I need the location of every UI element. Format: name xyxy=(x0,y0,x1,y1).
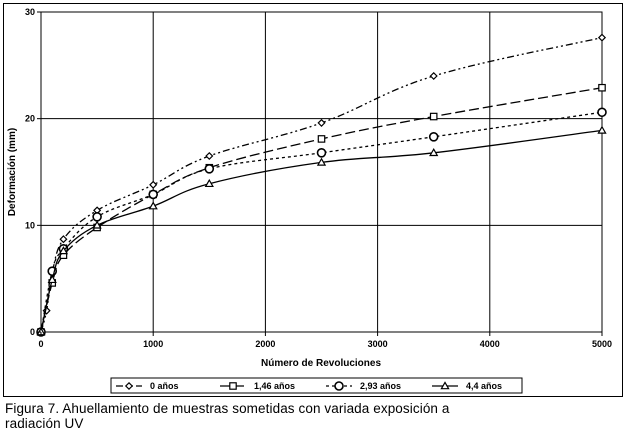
data-point-circle xyxy=(148,189,158,200)
data-point-square xyxy=(598,83,606,92)
data-point-circle xyxy=(92,212,102,222)
figure-frame: 0 1000 2000 3000 4000 5000 0 10 20 30 Número de R… xyxy=(3,3,623,397)
data-point-diamond xyxy=(205,151,214,161)
legend: 0 años 1,46 años 2,93 años 4,4 años xyxy=(110,377,523,394)
x-tick-label: 1000 xyxy=(143,339,163,349)
caption-line-1: Figura 7. Ahuellamiento de muestras some… xyxy=(5,401,450,416)
data-point-diamond xyxy=(429,71,438,81)
x-axis-label: Número de Revoluciones xyxy=(261,358,381,369)
legend-label: 4,4 años xyxy=(466,381,502,391)
data-point-triangle xyxy=(204,178,214,188)
legend-entry: 4,4 años xyxy=(432,381,502,391)
data-point-diamond xyxy=(149,180,158,189)
legend-entry: 1,46 años xyxy=(220,381,295,391)
x-tick-label: 0 xyxy=(38,339,43,349)
tick-labels: 0 1000 2000 3000 4000 5000 0 10 20 30 xyxy=(25,7,612,349)
data-point-square xyxy=(429,112,438,121)
y-axis-label: Deformación (mm) xyxy=(7,128,18,216)
legend-label: 2,93 años xyxy=(360,381,401,391)
data-point-triangle xyxy=(316,157,327,166)
x-tick-label: 2000 xyxy=(255,339,275,349)
series-line xyxy=(40,111,603,333)
legend-box xyxy=(110,377,523,394)
y-tick-label: 20 xyxy=(25,114,35,124)
legend-marker-diamond xyxy=(124,381,134,391)
y-tick-label: 0 xyxy=(30,327,35,337)
plot-area xyxy=(40,11,603,333)
legend-entry: 0 años xyxy=(116,381,179,391)
legend-entry: 2,93 años xyxy=(326,381,401,391)
data-point-triangle xyxy=(597,125,607,134)
legend-marker-square xyxy=(229,382,237,390)
series-triangle xyxy=(36,125,607,336)
y-tick-label: 10 xyxy=(25,220,35,230)
x-tick-label: 4000 xyxy=(480,339,500,349)
data-point-circle xyxy=(597,107,607,118)
caption-line-2: radiación UV xyxy=(5,416,84,431)
data-point-triangle xyxy=(58,246,69,255)
legend-marker-circle xyxy=(334,381,344,391)
x-tick-label: 5000 xyxy=(592,339,612,349)
grid-lines xyxy=(41,12,602,332)
data-point-triangle xyxy=(92,220,102,229)
legend-label: 0 años xyxy=(150,381,179,391)
data-point-diamond xyxy=(597,33,607,42)
legend-marker-triangle xyxy=(440,381,450,390)
data-point-diamond xyxy=(317,118,326,127)
legend-label: 1,46 años xyxy=(254,381,295,391)
x-tick-label: 3000 xyxy=(368,339,388,349)
data-point-square xyxy=(317,135,326,143)
data-point-circle xyxy=(316,148,327,158)
y-tick-label: 30 xyxy=(25,7,35,17)
data-point-triangle xyxy=(148,201,158,210)
data-point-diamond xyxy=(59,235,68,244)
figure-caption: Figura 7. Ahuellamiento de muestras some… xyxy=(5,401,565,431)
rutting-chart: 0 1000 2000 3000 4000 5000 0 10 20 30 Número de R… xyxy=(7,7,612,394)
data-point-triangle xyxy=(47,274,57,284)
data-point-triangle xyxy=(429,147,439,157)
series-layer xyxy=(36,33,607,337)
data-point-circle xyxy=(428,132,439,142)
data-point-circle xyxy=(204,164,215,174)
